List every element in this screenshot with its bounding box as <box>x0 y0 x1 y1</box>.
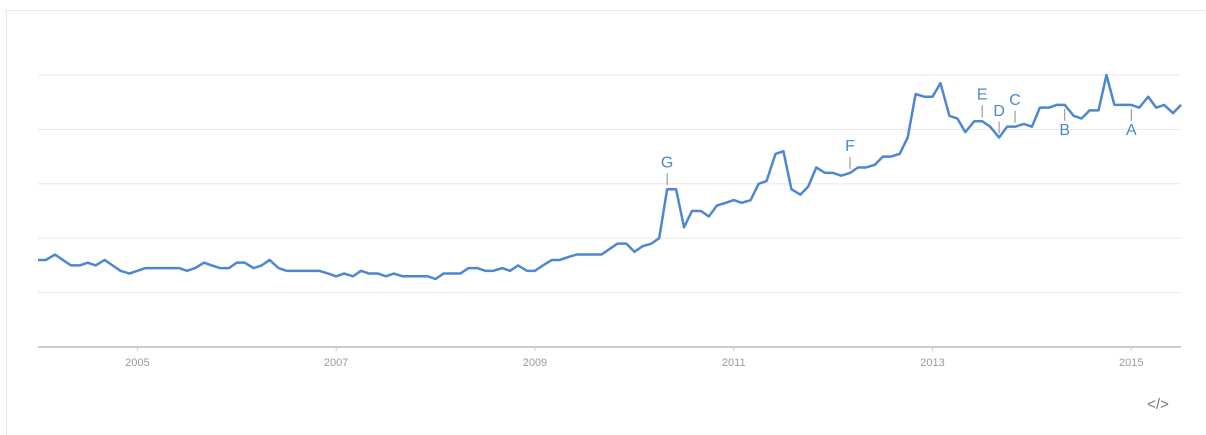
x-tick-label: 2005 <box>125 357 149 369</box>
annotation-label: B <box>1059 122 1070 139</box>
embed-button[interactable]: </> <box>1147 396 1169 413</box>
x-tick-label: 2011 <box>722 357 746 369</box>
x-tick-label: 2013 <box>920 357 944 369</box>
trend-line <box>38 73 1182 281</box>
annotation-label: G <box>661 154 673 171</box>
x-tick-label: 2007 <box>324 357 348 369</box>
annotation-label: F <box>845 138 855 155</box>
annotation-label: D <box>993 103 1005 120</box>
x-tick-label: 2015 <box>1119 357 1143 369</box>
annotation-label: E <box>977 86 988 103</box>
annotation-label: C <box>1009 92 1021 109</box>
card-border <box>6 10 1206 435</box>
x-tick-label: 2009 <box>523 357 547 369</box>
annotation-label: A <box>1126 122 1137 139</box>
